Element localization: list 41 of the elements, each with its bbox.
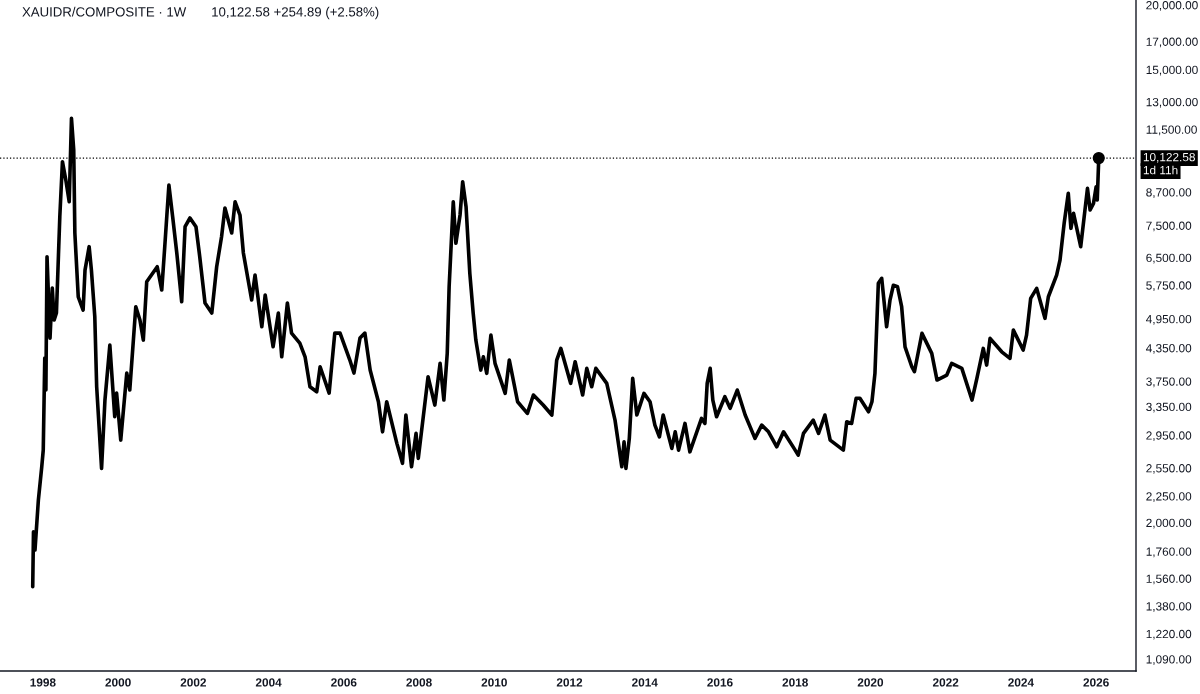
x-tick-label: 2022 [932,678,959,687]
y-tick-label: 1,380.00 [1146,602,1192,612]
y-tick-label: 2,950.00 [1146,431,1192,442]
y-tick-label: 1,090.00 [1146,655,1192,665]
y-tick-label: 2,000.00 [1146,518,1192,529]
text: 1d 11h [1143,165,1178,175]
ref-line-label: 10,122.58 [1143,152,1195,163]
y-tick-label: 15,000.00 [1146,65,1198,76]
x-tick-label: 2024 [1008,678,1034,687]
x-tick-label: 2002 [180,678,207,687]
y-tick-label: 5,750.00 [1146,281,1192,292]
x-tick-label: 2010 [481,678,507,687]
y-tick-label: 17,000.00 [1146,37,1198,48]
x-tick-label: 2000 [105,678,131,687]
y-tick-label: 7,500.00 [1146,221,1192,232]
y-tick-label: 2,250.00 [1146,492,1192,502]
chart-title: XAUIDR/COMPOSITE · 1W [22,6,187,17]
y-tick-label: 3,750.00 [1146,377,1192,388]
y-tick-label: 8,700.00 [1146,188,1192,198]
x-tick-label: 2012 [556,678,583,687]
x-tick-label: 2020 [857,678,884,687]
x-tick-label: 1998 [30,678,56,687]
y-tick-label: 20,000.00 [1146,1,1198,11]
y-tick-label: 6,500.00 [1146,253,1192,264]
chart-subtitle: 10,122.58 +254.89 (+2.58%) [212,6,379,20]
x-tick-label: 2016 [707,678,733,687]
x-tick-label: 2026 [1083,678,1109,687]
x-tick-label: 2008 [406,678,432,687]
y-tick-label: 2,550.00 [1146,464,1192,474]
y-tick-label: 1,560.00 [1146,574,1192,585]
y-tick-label: 1,220.00 [1146,629,1192,640]
y-tick-label: 13,000.00 [1146,97,1198,108]
y-tick-label: 3,350.00 [1146,402,1192,413]
y-tick-label: 11,500.00 [1146,125,1197,136]
y-tick-label: 1,760.00 [1146,547,1192,558]
y-tick-label: 4,950.00 [1145,314,1192,325]
y-tick-label: 4,350.00 [1145,344,1192,354]
x-tick-label: 2004 [255,678,282,687]
x-tick-label: 2018 [782,678,808,687]
x-tick-label: 2014 [632,678,658,687]
x-tick-label: 2006 [331,678,357,687]
